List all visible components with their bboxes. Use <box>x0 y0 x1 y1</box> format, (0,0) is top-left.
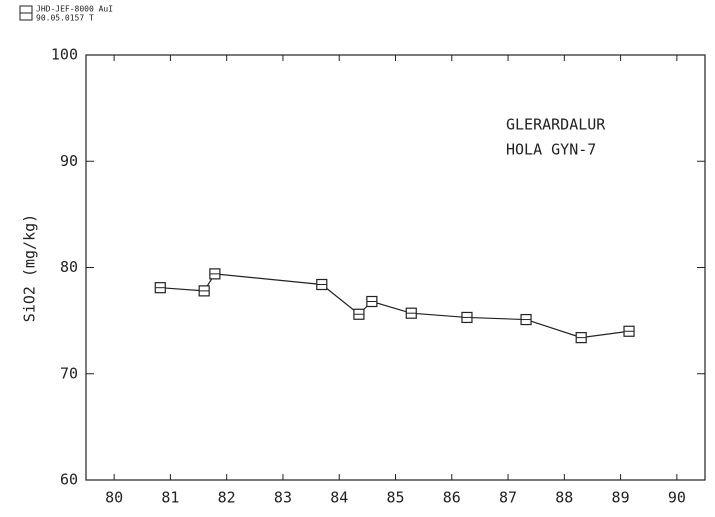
y-tick-label: 70 <box>60 364 78 382</box>
header-line: JHD-JEF-8000 AuI <box>36 5 113 14</box>
y-tick-label: 100 <box>51 46 78 64</box>
series-line <box>160 273 630 339</box>
x-tick-label: 87 <box>499 489 517 507</box>
y-tick-label: 60 <box>60 471 78 489</box>
x-tick-label: 84 <box>330 489 348 507</box>
x-tick-label: 90 <box>668 489 686 507</box>
y-axis-label: SiO2 (mg/kg) <box>21 214 39 322</box>
annotation: HOLA GYN-7 <box>506 141 596 159</box>
x-tick-label: 83 <box>274 489 292 507</box>
x-tick-label: 82 <box>218 489 236 507</box>
x-tick-label: 85 <box>386 489 404 507</box>
x-tick-label: 81 <box>161 489 179 507</box>
x-tick-label: 86 <box>443 489 461 507</box>
x-tick-label: 89 <box>612 489 630 507</box>
x-tick-label: 80 <box>105 489 123 507</box>
header-line: 90.05.0157 T <box>36 14 94 23</box>
y-tick-label: 80 <box>60 258 78 276</box>
annotation: GLERARDALUR <box>506 116 606 134</box>
y-tick-label: 90 <box>60 152 78 170</box>
x-tick-label: 88 <box>555 489 573 507</box>
plot-frame <box>85 54 706 481</box>
